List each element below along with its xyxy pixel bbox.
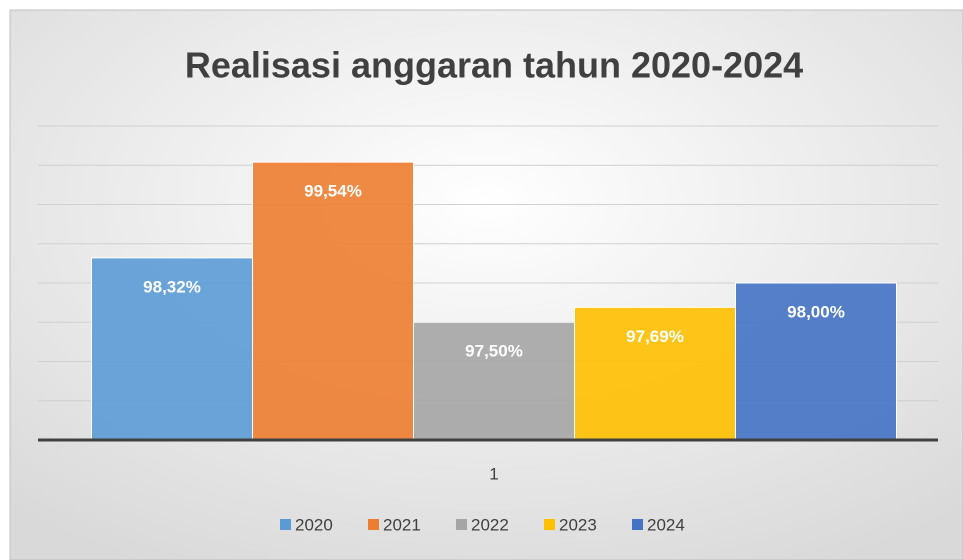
data-label: 97,50% bbox=[465, 342, 523, 361]
legend-swatch bbox=[280, 519, 291, 530]
legend-label: 2022 bbox=[471, 515, 509, 534]
data-label: 98,00% bbox=[787, 302, 845, 321]
legend-swatch bbox=[632, 519, 643, 530]
bar bbox=[91, 257, 253, 441]
bar bbox=[413, 321, 575, 441]
bar bbox=[735, 282, 897, 441]
bar bbox=[574, 306, 736, 441]
chart-title: Realisasi anggaran tahun 2020-2024 bbox=[185, 45, 803, 86]
legend-swatch bbox=[456, 519, 467, 530]
legend-label: 2021 bbox=[383, 515, 421, 534]
data-label: 97,69% bbox=[626, 327, 684, 346]
bar bbox=[252, 161, 414, 441]
x-tick-label: 1 bbox=[489, 464, 498, 483]
legend-swatch bbox=[368, 519, 379, 530]
legend-label: 2020 bbox=[295, 515, 333, 534]
data-label: 98,32% bbox=[143, 277, 201, 296]
legend-label: 2023 bbox=[559, 515, 597, 534]
legend-swatch bbox=[544, 519, 555, 530]
legend-label: 2024 bbox=[647, 515, 685, 534]
data-label: 99,54% bbox=[304, 182, 362, 201]
